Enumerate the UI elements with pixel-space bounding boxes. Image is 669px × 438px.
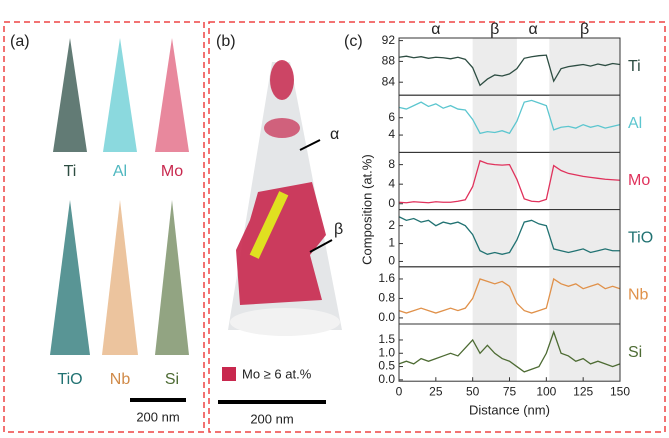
x-tick-label: 25 bbox=[429, 384, 443, 398]
y-tick-label: 0 bbox=[388, 196, 395, 210]
x-tick-label: 50 bbox=[466, 384, 480, 398]
panel-bc-border bbox=[208, 21, 666, 433]
y-tick-label: 84 bbox=[382, 74, 396, 88]
tip-mo bbox=[155, 38, 189, 152]
y-axis-label: Composition (at.%) bbox=[359, 154, 374, 265]
y-tick-label: 92 bbox=[382, 33, 396, 47]
phase-shading bbox=[549, 95, 620, 153]
series-line bbox=[398, 277, 621, 314]
phase-label: α bbox=[431, 21, 440, 38]
y-tick-label: 88 bbox=[382, 54, 396, 68]
y-tick-label: 0.0 bbox=[378, 310, 395, 324]
legend-swatch bbox=[222, 367, 236, 381]
tip-si bbox=[155, 200, 189, 355]
series-label: Nb bbox=[628, 287, 649, 304]
arrow bbox=[309, 239, 333, 253]
series-line bbox=[398, 329, 621, 373]
phase-shading bbox=[549, 324, 620, 382]
y-tick-label: 1.6 bbox=[378, 271, 395, 285]
series-label: Si bbox=[628, 344, 642, 361]
y-tick-label: 1.5 bbox=[378, 332, 395, 346]
y-tick-label: 4 bbox=[388, 176, 395, 190]
roi-cylinder bbox=[249, 191, 289, 259]
arrow bbox=[299, 139, 321, 151]
x-tick-label: 150 bbox=[610, 384, 630, 398]
mo-region bbox=[264, 118, 300, 138]
phase-label: β bbox=[490, 21, 499, 38]
element-label: TiO bbox=[57, 371, 82, 388]
phase-shading bbox=[549, 266, 620, 324]
panel-label: (a) bbox=[10, 33, 30, 50]
y-tick-label: 1.0 bbox=[378, 345, 395, 359]
x-tick-label: 75 bbox=[503, 384, 517, 398]
panel-label: (c) bbox=[344, 33, 363, 50]
phase-shading bbox=[472, 95, 517, 153]
element-label: Si bbox=[165, 371, 179, 388]
y-tick-label: 0.8 bbox=[378, 291, 395, 305]
panel-label: (b) bbox=[216, 33, 236, 50]
phase-shading bbox=[549, 152, 620, 210]
element-label: Mo bbox=[161, 163, 183, 180]
mo-region bbox=[270, 60, 294, 100]
series-label: Mo bbox=[628, 172, 650, 189]
y-tick-label: 0.0 bbox=[378, 372, 395, 386]
y-tick-label: 4 bbox=[388, 127, 395, 141]
y-tick-label: 0.5 bbox=[378, 359, 395, 373]
element-label: Al bbox=[113, 163, 127, 180]
tip-nb bbox=[102, 200, 138, 355]
x-tick-label: 100 bbox=[536, 384, 556, 398]
y-tick-label: 0 bbox=[388, 254, 395, 268]
x-tick-label: 0 bbox=[396, 384, 403, 398]
x-axis-label: Distance (nm) bbox=[469, 403, 550, 418]
phase-shading bbox=[549, 209, 620, 267]
y-tick-label: 6 bbox=[388, 110, 395, 124]
phase-label: α bbox=[330, 126, 339, 143]
phase-shading bbox=[472, 209, 517, 267]
series-line bbox=[398, 54, 621, 87]
x-tick-label: 125 bbox=[573, 384, 593, 398]
tip-3d bbox=[228, 60, 342, 336]
phase-shading bbox=[549, 38, 620, 96]
scale-label: 200 nm bbox=[136, 409, 179, 424]
mo-region bbox=[236, 182, 326, 305]
tip-images bbox=[50, 38, 189, 355]
series-line bbox=[398, 216, 620, 255]
tip-base bbox=[230, 308, 340, 336]
phase-label: α bbox=[528, 21, 537, 38]
tip-tio bbox=[50, 200, 90, 355]
tip-al bbox=[103, 38, 137, 152]
phase-label: β bbox=[334, 221, 343, 238]
y-tick-label: 8 bbox=[388, 157, 395, 171]
series-line bbox=[398, 159, 621, 204]
series-label: Al bbox=[628, 115, 642, 132]
panel-a-border bbox=[3, 21, 205, 433]
y-tick-label: 2 bbox=[388, 218, 395, 232]
series-line bbox=[398, 99, 621, 135]
series-label: TiO bbox=[628, 229, 653, 246]
scale-label: 200 nm bbox=[250, 411, 293, 426]
tip-ti bbox=[53, 38, 87, 152]
phase-shading bbox=[472, 38, 517, 96]
phase-shading bbox=[472, 266, 517, 324]
element-label: Nb bbox=[110, 371, 131, 388]
phase-label: β bbox=[580, 21, 589, 38]
y-tick-label: 1 bbox=[388, 236, 395, 250]
element-label: Ti bbox=[64, 163, 77, 180]
series-label: Ti bbox=[628, 58, 641, 75]
legend-label: Mo ≥ 6 at.% bbox=[242, 366, 312, 381]
